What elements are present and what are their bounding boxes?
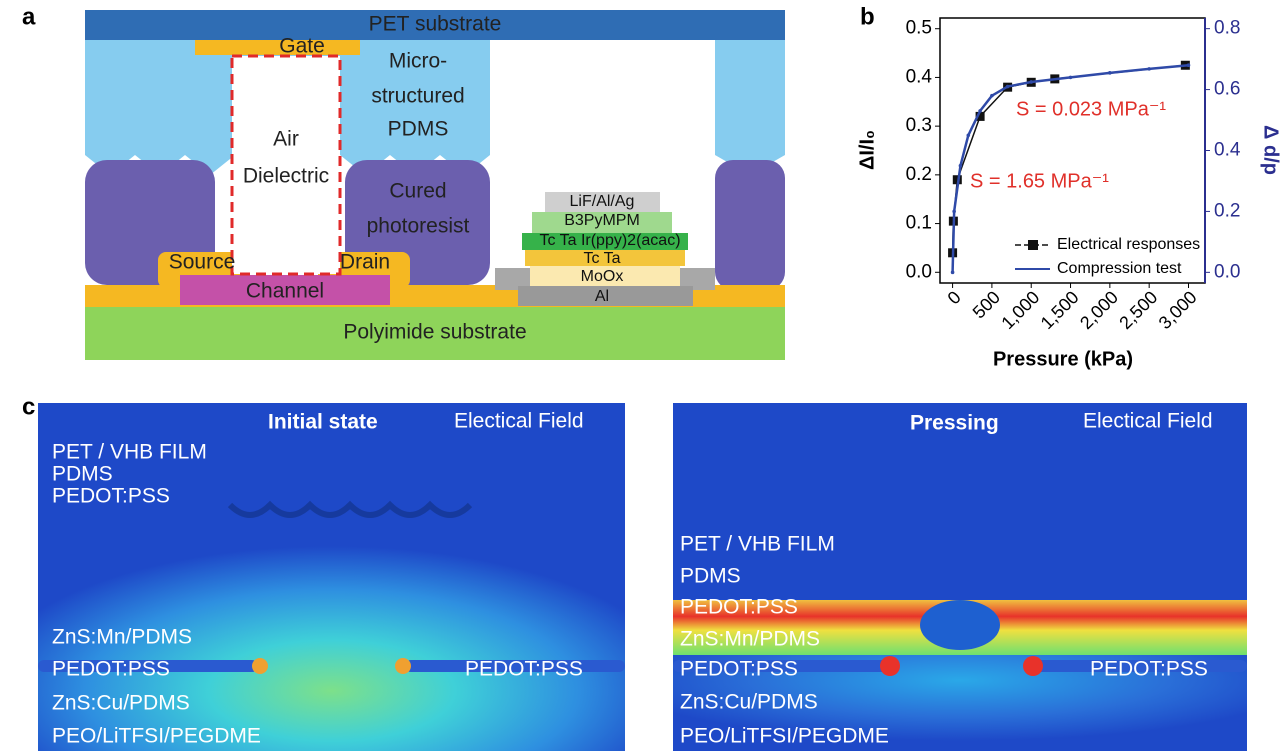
layer-label: PDMS — [680, 565, 741, 588]
layer-label: ZnS:Mn/PDMS — [680, 628, 820, 651]
marker — [978, 109, 982, 113]
field-label: Electical Field — [454, 410, 584, 433]
layer-label: ZnS:Cu/PDMS — [52, 692, 190, 715]
x-tick-label: 0 — [944, 287, 965, 308]
marker — [967, 133, 971, 137]
figure: a PET substrate Gate Micro- structured P… — [0, 0, 1286, 751]
layer-label: PEO/LiTFSI/PEGDME — [52, 725, 261, 748]
layer-label: PEDOT:PSS — [52, 485, 170, 508]
layer-label: PEDOT:PSS — [465, 658, 583, 681]
contact-region — [920, 600, 1000, 650]
layer-label: structured — [371, 85, 464, 108]
y-tick-label: 0.5 — [906, 18, 932, 39]
panel-letter: a — [22, 3, 36, 30]
y-tick-label: 0.1 — [906, 213, 932, 234]
layer-label: PEDOT:PSS — [52, 658, 170, 681]
x-tick-label: 2,000 — [1076, 287, 1122, 333]
layer-label: photoresist — [367, 215, 470, 238]
state-title: Initial state — [268, 411, 378, 434]
panel-letter: b — [860, 3, 875, 30]
layer-label: PEDOT:PSS — [680, 658, 798, 681]
y-tick-label: 0.2 — [906, 164, 932, 185]
pdms-pillar — [715, 40, 785, 155]
stack-label: MoOx — [581, 268, 624, 285]
marker — [1187, 63, 1191, 67]
layer-label: Polyimide substrate — [343, 321, 526, 344]
field-label: Electical Field — [1083, 410, 1213, 433]
panel-b: b Pressure (kPa) ΔI/I₀ Δ d/p S = 0.023 M… — [856, 3, 1281, 370]
x-tick-label: 1,000 — [997, 287, 1043, 333]
layer-label: PDMS — [388, 118, 449, 141]
hotspot — [880, 656, 900, 676]
x-tick-label: 3,000 — [1155, 287, 1201, 333]
annotation: S = 1.65 MPa⁻¹ — [970, 170, 1109, 192]
layer-label: Micro- — [389, 50, 447, 73]
hotspot — [1023, 656, 1043, 676]
layer-label: PET substrate — [369, 13, 502, 36]
hotspot — [395, 658, 411, 674]
series-line — [953, 65, 1186, 253]
x-tick-label: 2,500 — [1115, 287, 1161, 333]
layer-label: Dielectric — [243, 165, 329, 188]
marker — [1069, 76, 1073, 80]
photoresist — [715, 160, 785, 290]
state-title: Pressing — [910, 412, 999, 435]
y-tick-label: 0.0 — [906, 261, 932, 282]
marker — [1029, 80, 1033, 84]
stack-label: Tc Ta Ir(ppy)2(acac) — [539, 232, 680, 249]
x-axis-label: Pressure (kPa) — [993, 348, 1133, 370]
stack-label: B3PyMPM — [564, 212, 640, 229]
layer-label: Gate — [279, 35, 325, 58]
marker — [952, 210, 956, 214]
stack-label: Al — [595, 288, 609, 305]
legend-label: Compression test — [1057, 260, 1182, 277]
layer-label: PDMS — [52, 463, 113, 486]
legend-label: Electrical responses — [1057, 236, 1200, 253]
layer-label: Channel — [246, 280, 324, 303]
layer-label: Air — [273, 128, 299, 151]
y-tick-label: 0.4 — [906, 66, 933, 87]
marker — [1147, 67, 1151, 71]
layer-label: PET / VHB FILM — [680, 533, 835, 556]
layer-label: PEDOT:PSS — [680, 596, 798, 619]
x-tick-label: 1,500 — [1037, 287, 1083, 333]
y2-tick-label: 0.0 — [1214, 261, 1240, 282]
y2-tick-label: 0.2 — [1214, 200, 1240, 221]
layer-label: Cured — [389, 180, 446, 203]
layer-label: PET / VHB FILM — [52, 441, 207, 464]
layer-label: PEO/LiTFSI/PEGDME — [680, 725, 889, 748]
marker — [1006, 85, 1010, 89]
stack-label: Tc Ta — [583, 250, 620, 267]
panel-c: c Initial state Electical Field PET / VH… — [22, 393, 1247, 751]
layer-label: Drain — [340, 251, 390, 274]
panel-letter: c — [22, 393, 35, 420]
gate — [195, 40, 360, 55]
y2-axis-label: Δ d/p — [1260, 125, 1282, 175]
marker — [990, 94, 994, 98]
legend-marker — [1028, 240, 1038, 250]
y2-tick-label: 0.4 — [1214, 140, 1241, 161]
layer-label: ZnS:Mn/PDMS — [52, 626, 192, 649]
marker — [959, 164, 963, 168]
y2-tick-label: 0.6 — [1214, 79, 1240, 100]
annotation: S = 0.023 MPa⁻¹ — [1016, 98, 1166, 120]
layer-label: ZnS:Cu/PDMS — [680, 691, 818, 714]
y-axis-label: ΔI/I₀ — [856, 130, 878, 170]
panel-a: a PET substrate Gate Micro- structured P… — [22, 3, 785, 360]
layer-label: PEDOT:PSS — [1090, 658, 1208, 681]
y-tick-label: 0.3 — [906, 115, 932, 136]
y2-tick-label: 0.8 — [1214, 18, 1240, 39]
layer-label: Source — [169, 251, 236, 274]
marker — [1108, 71, 1112, 75]
marker — [951, 271, 955, 275]
hotspot — [252, 658, 268, 674]
stack-label: LiF/Al/Ag — [570, 193, 635, 210]
